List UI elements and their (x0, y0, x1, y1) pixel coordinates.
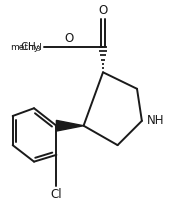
Polygon shape (56, 120, 84, 131)
Text: O: O (64, 32, 74, 45)
Text: O: O (98, 4, 108, 17)
Text: Cl: Cl (51, 188, 62, 201)
Text: methyl: methyl (10, 42, 42, 52)
Text: NH: NH (147, 114, 164, 127)
Text: CH$_3$: CH$_3$ (20, 40, 41, 54)
